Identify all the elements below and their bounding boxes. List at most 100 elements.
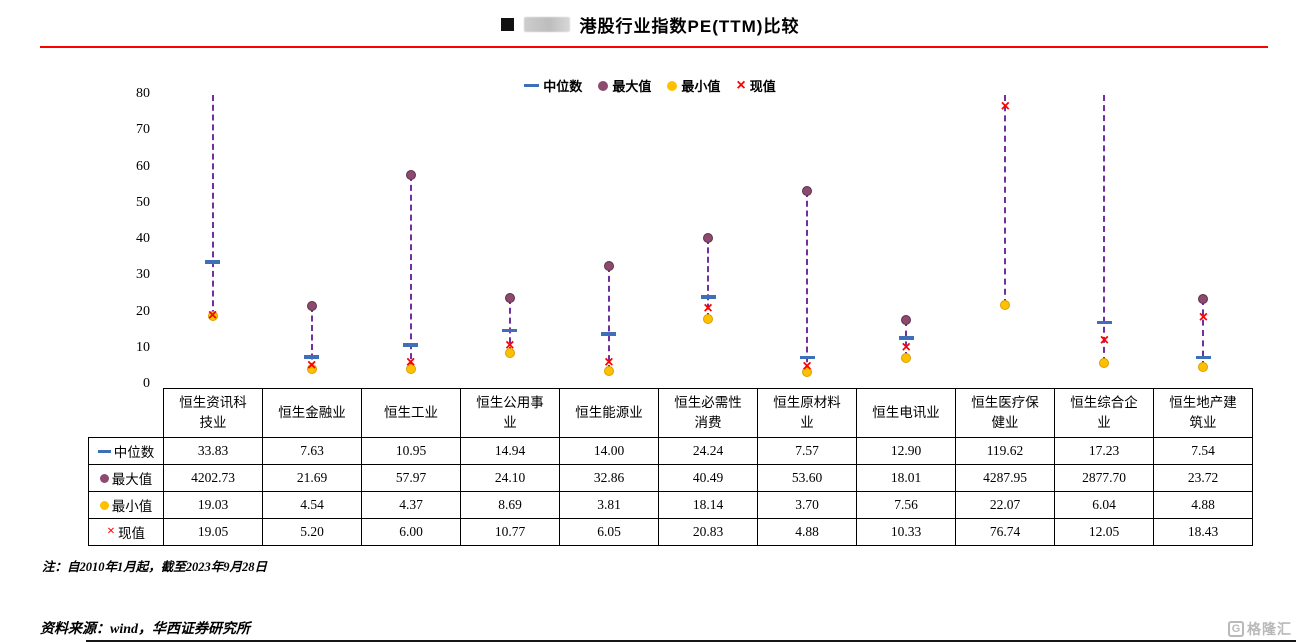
value-cell: 18.14: [658, 491, 758, 519]
min-marker: [802, 366, 813, 377]
table-row: × 现值 19.05 5.20 6.00 10.77 6.05 20.83 4.88 10.33 7…: [88, 518, 1253, 546]
y-tick-label: 0: [143, 376, 150, 391]
figure-header: 港股行业指数PE(TTM)比较: [0, 12, 1300, 36]
value-cell: 8.69: [460, 491, 560, 519]
min-marker: [405, 364, 416, 375]
min-marker: [504, 348, 515, 359]
legend-label-min: 最小值: [681, 79, 721, 94]
y-tick-label: 10: [136, 339, 150, 355]
table-row: 最小值 19.03 4.54 4.37 8.69 3.81 18.14 3.70 7.56 22.…: [88, 491, 1253, 519]
value-cell: 76.74: [955, 518, 1055, 546]
value-cell: 4.54: [262, 491, 362, 519]
value-cell: 24.24: [658, 437, 758, 465]
range-line: [310, 306, 313, 369]
column-header: 恒生金融业: [262, 388, 362, 438]
value-cell: 20.83: [658, 518, 758, 546]
value-cell: 18.01: [856, 464, 956, 492]
row-label: 最大值: [111, 472, 153, 487]
row-label: 最小值: [111, 499, 153, 514]
range-line: [1004, 95, 1007, 305]
legend-item-max: 最大值: [598, 76, 651, 95]
legend-item-current: × 现值: [736, 76, 775, 95]
column-header: 恒生医疗保健业: [955, 388, 1055, 438]
min-marker: [1099, 358, 1110, 369]
value-cell: 23.72: [1153, 464, 1253, 492]
median-marker: [601, 332, 617, 336]
range-line: [707, 238, 709, 320]
min-marker: [306, 363, 317, 374]
watermark-text: 格隆汇: [1247, 621, 1292, 637]
value-cell: 3.70: [757, 491, 857, 519]
max-marker: [405, 169, 416, 180]
y-tick-label: 50: [136, 194, 150, 210]
value-cell: 4287.95: [955, 464, 1055, 492]
current-marker: ×: [505, 336, 515, 354]
value-cell: 14.94: [460, 437, 560, 465]
value-cell: 10.95: [361, 437, 461, 465]
current-marker: ×: [703, 300, 713, 318]
min-marker: [1000, 299, 1011, 310]
x-icon: ×: [107, 524, 115, 539]
legend-label-median: 中位数: [543, 79, 583, 94]
value-cell: 7.57: [757, 437, 857, 465]
table-body: 中位数 33.83 7.63 10.95 14.94 14.00 24.24 7.57 12.9…: [88, 437, 1253, 546]
column-header: 恒生公用事业: [460, 388, 560, 438]
max-marker: [504, 292, 515, 303]
row-label-cell: 最小值: [88, 491, 164, 519]
max-marker: [703, 233, 713, 244]
column-header: 恒生能源业: [559, 388, 659, 438]
min-marker: [603, 366, 614, 377]
median-marker: [898, 336, 914, 340]
value-cell: 6.05: [559, 518, 659, 546]
median-marker: [403, 343, 419, 347]
range-line: [806, 190, 809, 372]
plot-area: × × × × × × × × × × ×: [163, 95, 1253, 385]
circle-max-icon: [99, 473, 109, 483]
footnote-source: 资料来源：wind，华西证券研究所: [40, 622, 251, 637]
min-marker: [207, 311, 218, 322]
value-cell: 119.62: [955, 437, 1055, 465]
table-header-row: 恒生资讯科技业 恒生金融业 恒生工业 恒生公用事业 恒生能源业 恒生必需性消费 恒生原材料业…: [89, 388, 1253, 438]
table-row: 最大值 4202.73 21.69 57.97 24.10 32.86 40.49 53.60…: [88, 464, 1253, 492]
value-cell: 10.33: [856, 518, 956, 546]
value-cell: 3.81: [559, 491, 659, 519]
value-cell: 4.88: [1153, 491, 1253, 519]
max-marker: [1198, 294, 1209, 304]
current-marker: ×: [306, 357, 317, 375]
max-marker: [306, 301, 317, 312]
max-marker: [901, 314, 912, 325]
table-corner-cell: [89, 389, 164, 438]
value-cell: 18.43: [1153, 518, 1253, 546]
range-line: [607, 265, 610, 372]
gelonghui-logo-icon: G: [1228, 621, 1244, 637]
figure-title: 港股行业指数PE(TTM)比较: [579, 16, 800, 36]
value-cell: 40.49: [658, 464, 758, 492]
current-marker: ×: [802, 358, 812, 376]
pe-table: 恒生资讯科技业 恒生金融业 恒生工业 恒生公用事业 恒生能源业 恒生必需性消费 恒生原材料业…: [88, 388, 1253, 546]
median-dash-icon: [524, 84, 540, 87]
current-marker: ×: [901, 338, 911, 356]
value-cell: 4.37: [361, 491, 461, 519]
current-marker: ×: [1099, 332, 1110, 350]
row-label: 现值: [117, 526, 145, 541]
max-marker: [603, 260, 614, 271]
min-circle-icon: [667, 80, 678, 91]
max-marker: [802, 185, 813, 196]
y-axis: 0 10 20 30 40 50 60 70 80: [100, 86, 150, 391]
min-marker: [703, 314, 713, 325]
column-header: 恒生综合企业: [1054, 388, 1154, 438]
current-marker: ×: [1198, 309, 1209, 327]
value-cell: 57.97: [361, 464, 461, 492]
row-label: 中位数: [113, 445, 155, 460]
min-marker: [1198, 362, 1209, 373]
footnote-period: 注：自2010年1月起，截至2023年9月28日: [42, 560, 268, 574]
value-cell: 22.07: [955, 491, 1055, 519]
range-line: [409, 174, 412, 370]
chart-legend: 中位数 最大值 最小值 × 现值: [0, 76, 1300, 95]
current-x-icon: ×: [736, 76, 746, 94]
column-header: 恒生资讯科技业: [163, 388, 263, 438]
dash-icon: [97, 449, 111, 453]
value-cell: 19.05: [163, 518, 263, 546]
y-tick-label: 30: [136, 267, 150, 283]
value-cell: 4202.73: [163, 464, 263, 492]
